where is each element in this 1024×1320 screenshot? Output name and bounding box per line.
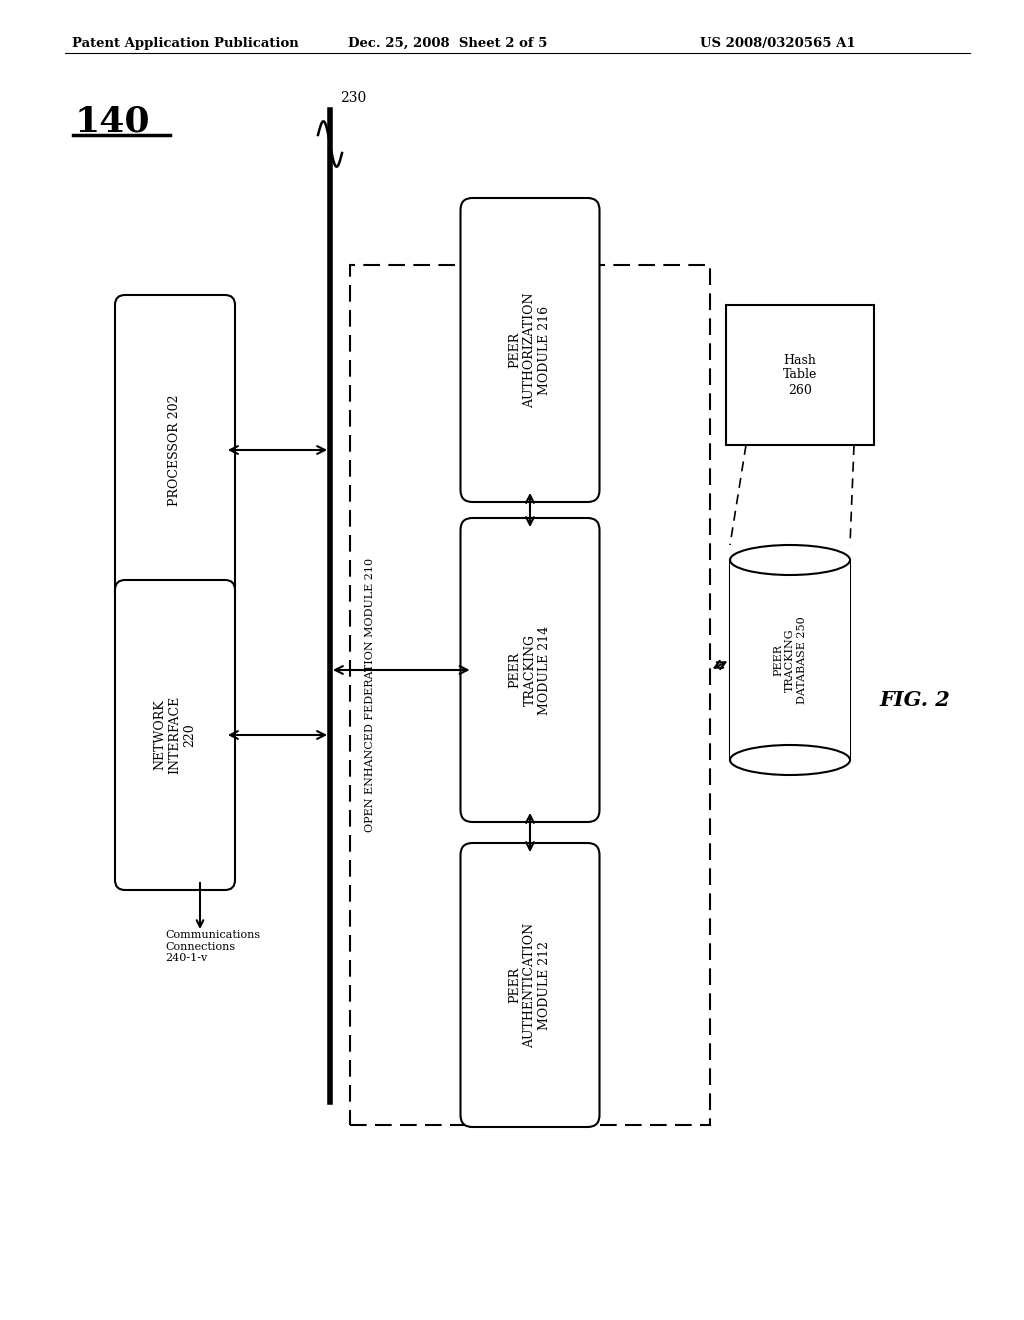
Ellipse shape bbox=[730, 545, 850, 576]
Text: NETWORK
INTERFACE
220: NETWORK INTERFACE 220 bbox=[154, 696, 197, 774]
FancyBboxPatch shape bbox=[461, 198, 599, 502]
Text: 230: 230 bbox=[340, 91, 367, 106]
Bar bbox=[726, 305, 874, 445]
Bar bbox=[350, 265, 710, 1125]
Text: Patent Application Publication: Patent Application Publication bbox=[72, 37, 299, 50]
Text: 140: 140 bbox=[75, 106, 151, 139]
FancyBboxPatch shape bbox=[461, 843, 599, 1127]
FancyBboxPatch shape bbox=[115, 294, 234, 605]
Text: Communications
Connections
240-1-v: Communications Connections 240-1-v bbox=[165, 931, 260, 964]
Text: Hash
Table
260: Hash Table 260 bbox=[782, 354, 817, 396]
Text: FIG. 2: FIG. 2 bbox=[880, 690, 950, 710]
Text: PROCESSOR 202: PROCESSOR 202 bbox=[169, 395, 181, 506]
Text: PEER
TRACKING
DATABASE 250: PEER TRACKING DATABASE 250 bbox=[773, 616, 807, 704]
Bar bbox=[730, 560, 850, 760]
FancyBboxPatch shape bbox=[461, 517, 599, 822]
Text: PEER
TRACKING
MODULE 214: PEER TRACKING MODULE 214 bbox=[509, 626, 552, 714]
FancyBboxPatch shape bbox=[115, 579, 234, 890]
Text: PEER
AUTHENTICATION
MODULE 212: PEER AUTHENTICATION MODULE 212 bbox=[509, 923, 552, 1048]
Ellipse shape bbox=[730, 744, 850, 775]
Text: OPEN ENHANCED FEDERATION MODULE 210: OPEN ENHANCED FEDERATION MODULE 210 bbox=[365, 558, 375, 832]
Text: US 2008/0320565 A1: US 2008/0320565 A1 bbox=[700, 37, 856, 50]
Text: PEER
AUTHORIZATION
MODULE 216: PEER AUTHORIZATION MODULE 216 bbox=[509, 292, 552, 408]
Text: Dec. 25, 2008  Sheet 2 of 5: Dec. 25, 2008 Sheet 2 of 5 bbox=[348, 37, 548, 50]
